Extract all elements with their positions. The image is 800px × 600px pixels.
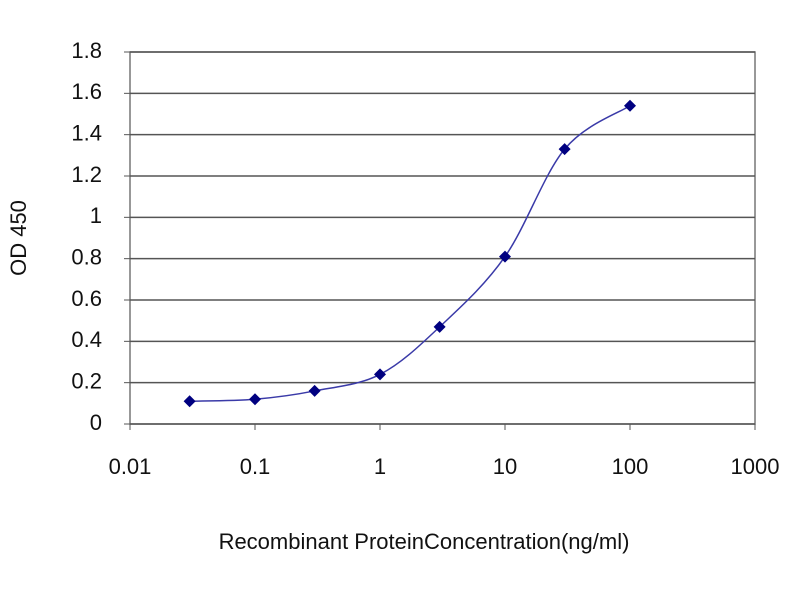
series-line xyxy=(189,105,631,403)
data-point xyxy=(308,384,321,397)
data-point xyxy=(499,250,511,263)
y-tick-label: 1.4 xyxy=(71,120,102,145)
data-point xyxy=(558,143,571,156)
x-tick-label: 100 xyxy=(612,454,649,479)
data-point xyxy=(624,99,636,112)
y-tick-label: 1 xyxy=(90,203,102,228)
x-tick-label: 1000 xyxy=(731,454,780,479)
data-point xyxy=(183,395,196,408)
y-tick-label: 0.4 xyxy=(71,327,102,352)
x-tick-label: 1 xyxy=(374,454,386,479)
y-tick-label: 1.8 xyxy=(71,38,102,63)
x-axis-label: Recombinant ProteinConcentration(ng/ml) xyxy=(219,529,630,554)
y-tick-label: 0 xyxy=(90,410,102,435)
plot-area xyxy=(129,51,756,425)
x-tick-label: 10 xyxy=(493,454,517,479)
y-tick-label: 1.2 xyxy=(71,162,102,187)
data-point xyxy=(433,320,446,333)
y-tick-label: 0.8 xyxy=(71,244,102,269)
y-axis-label: OD 450 xyxy=(6,200,31,276)
y-tick-label: 0.6 xyxy=(71,286,102,311)
data-point xyxy=(249,393,261,406)
y-tick-label: 1.6 xyxy=(71,79,102,104)
x-tick-label: 0.1 xyxy=(240,454,271,479)
data-point xyxy=(374,368,386,381)
x-tick-label: 0.01 xyxy=(109,454,152,479)
y-tick-label: 0.2 xyxy=(71,368,102,393)
